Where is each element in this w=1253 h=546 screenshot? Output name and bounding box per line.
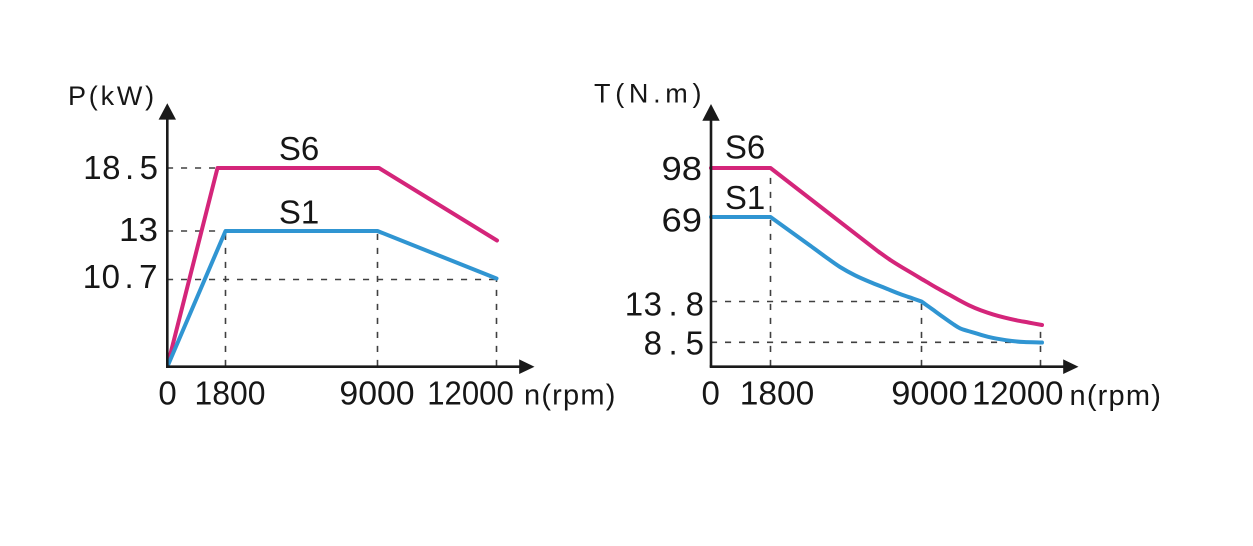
svg-text:T(N.m): T(N.m) [594, 79, 706, 109]
svg-text:98: 98 [662, 150, 703, 187]
svg-text:P(kW): P(kW) [68, 81, 157, 111]
svg-text:12000: 12000 [972, 375, 1064, 412]
svg-text:12000: 12000 [427, 375, 514, 412]
svg-text:S6: S6 [725, 129, 765, 166]
svg-text:0: 0 [158, 375, 176, 412]
svg-text:13: 13 [119, 211, 158, 248]
svg-text:18.5: 18. 5 [83, 149, 158, 186]
svg-text:9000: 9000 [891, 375, 968, 412]
svg-text:1800: 1800 [740, 375, 815, 412]
svg-text:S1: S1 [279, 194, 319, 231]
svg-text:9000: 9000 [339, 375, 414, 412]
svg-text:8.5: 8.5 [644, 325, 705, 362]
svg-text:n(rpm): n(rpm) [524, 380, 617, 412]
svg-text:S1: S1 [725, 179, 765, 216]
svg-text:S6: S6 [279, 130, 319, 167]
svg-text:n(rpm): n(rpm) [1070, 380, 1163, 412]
svg-text:0: 0 [702, 375, 720, 412]
svg-text:10.7: 10. 7 [83, 258, 158, 295]
svg-text:69: 69 [662, 202, 703, 239]
svg-text:1800: 1800 [195, 375, 266, 412]
